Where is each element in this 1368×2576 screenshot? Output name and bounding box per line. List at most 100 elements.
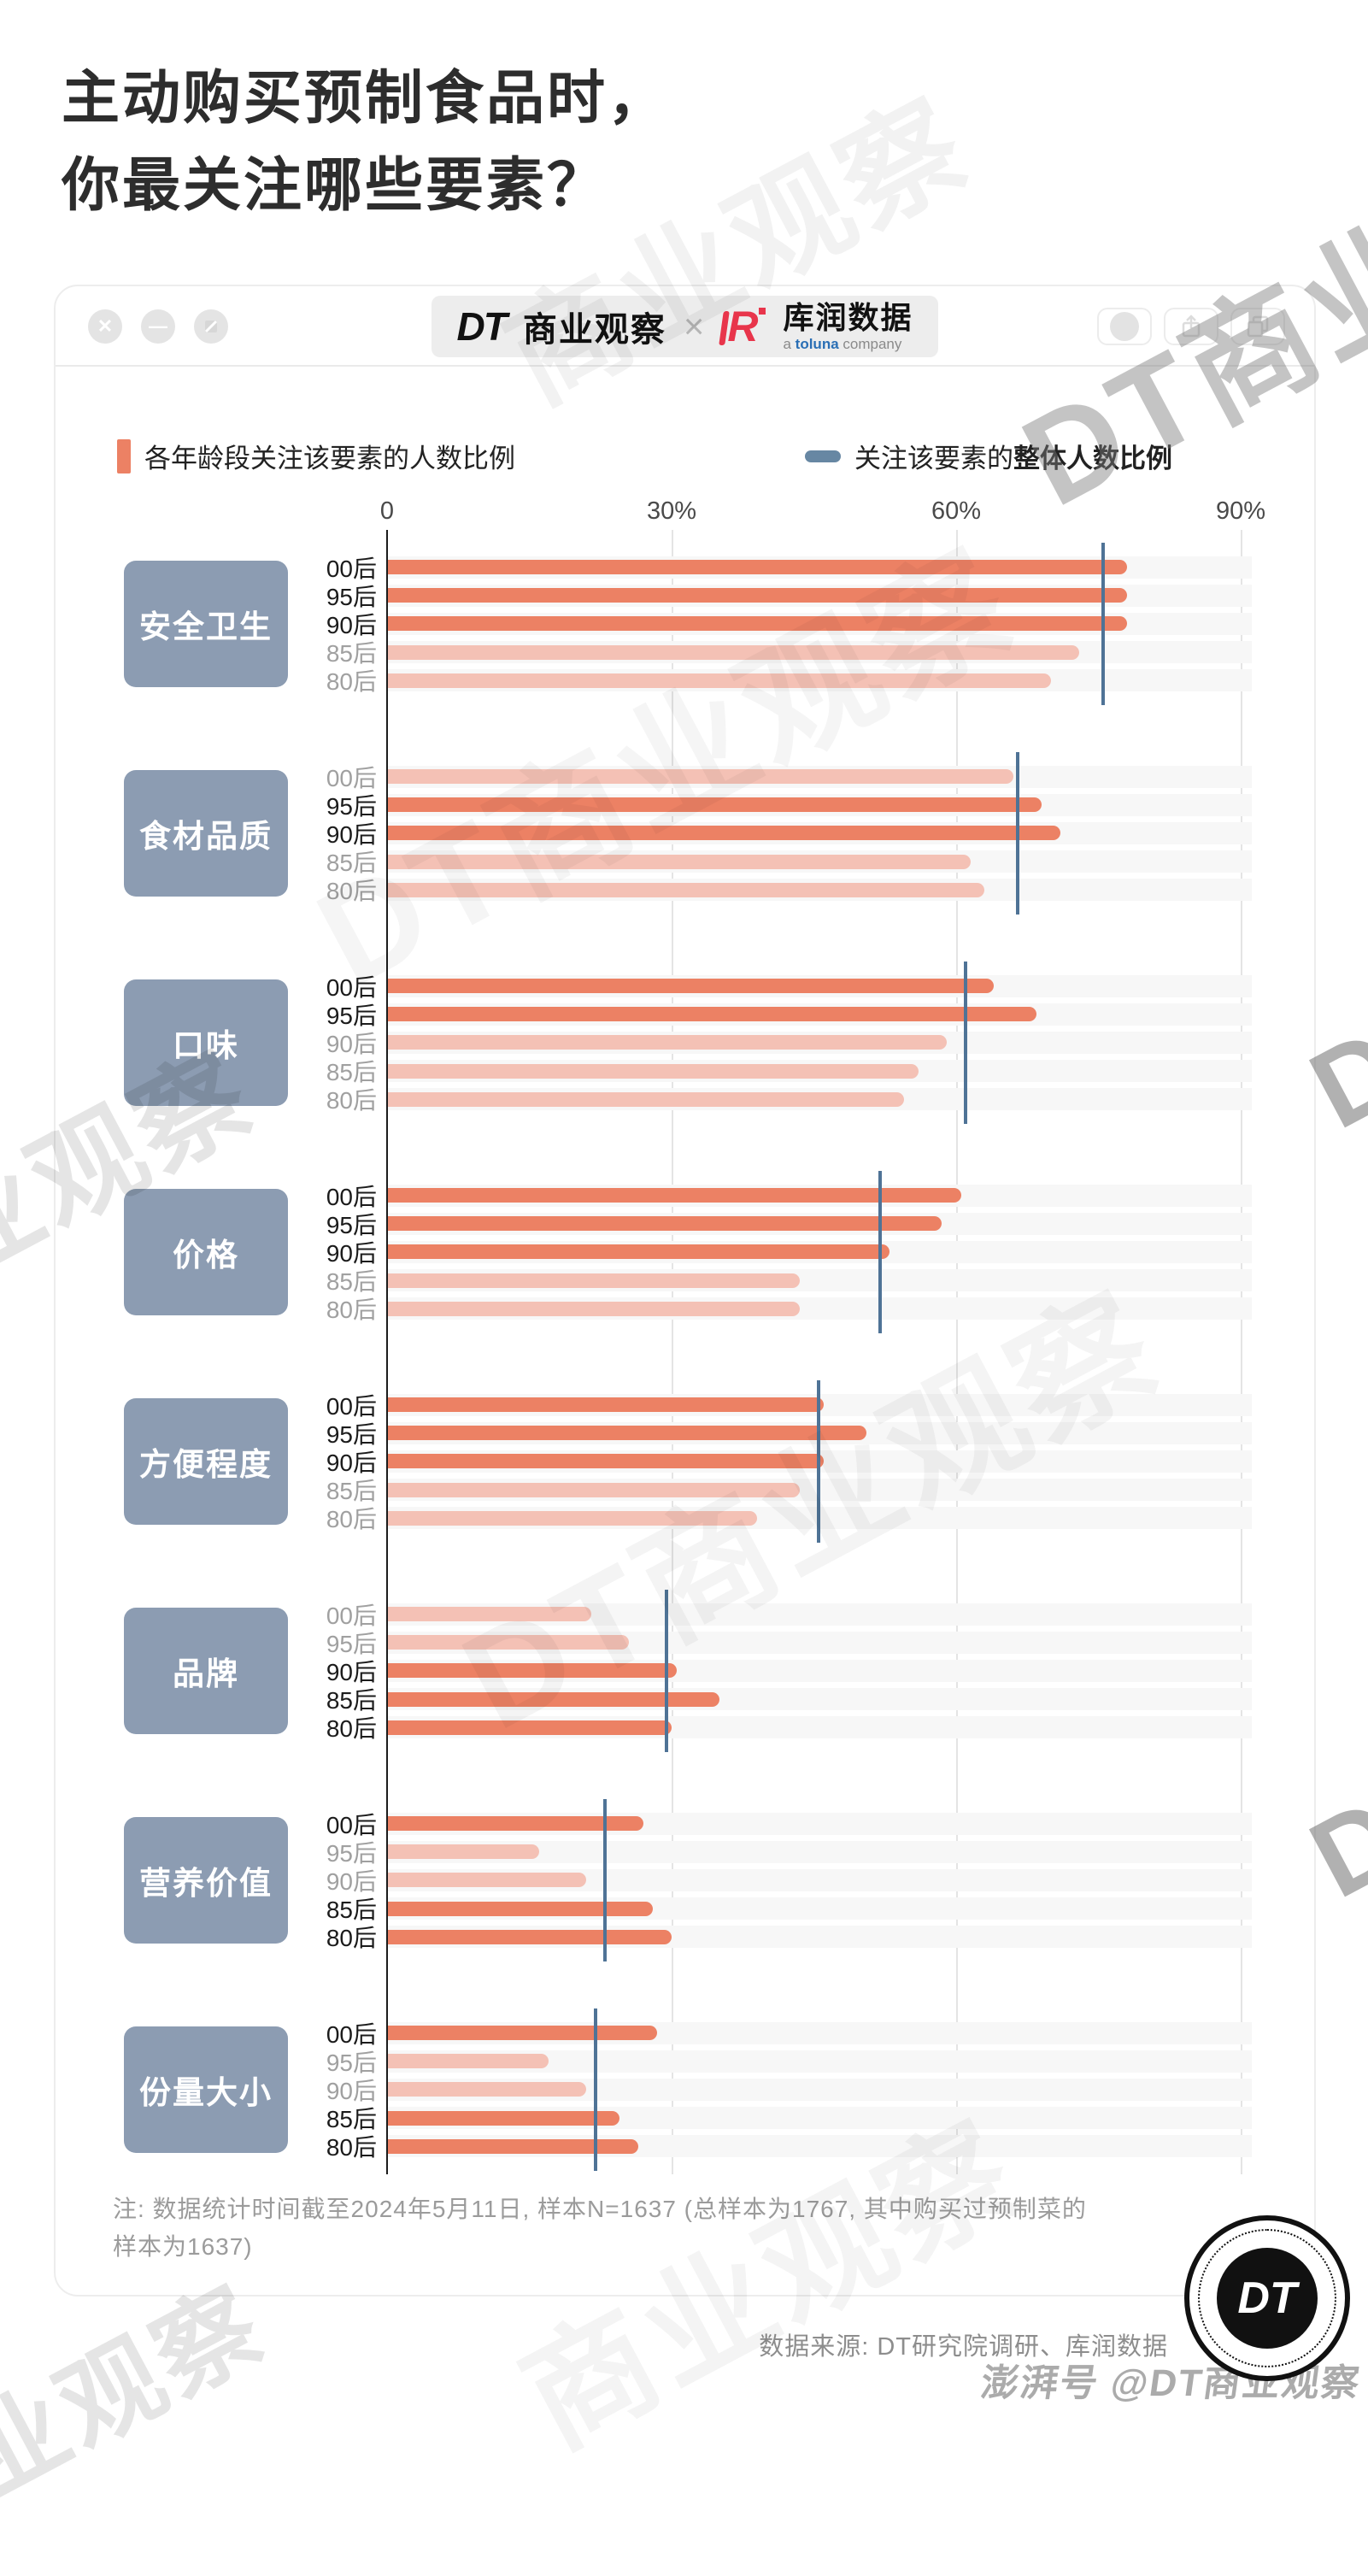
- bar-row: 80后: [326, 1085, 1252, 1114]
- value-bar: [387, 1482, 800, 1497]
- value-bar: [387, 854, 971, 869]
- bar-track: [387, 669, 1252, 692]
- age-label: 85后: [326, 640, 377, 668]
- chart-groups: 安全卫生 00后 95后 90后 85后 80后 食材品质 00后 95后 90后 85后 80后 口味…: [124, 530, 1252, 2228]
- age-label: 90后: [326, 820, 377, 848]
- category-group: 价格 00后 95后 90后 85后 80后: [124, 1171, 1252, 1333]
- record-button[interactable]: [1097, 308, 1152, 345]
- legend-line-label-bold: 整体人数比例: [1013, 444, 1172, 473]
- age-label: 80后: [326, 1297, 377, 1324]
- brand-badge: DT 商业观察 × R 库润数据 a toluna company: [431, 296, 939, 357]
- age-label: 90后: [326, 1449, 377, 1476]
- gridline-90: [1241, 530, 1242, 2174]
- legend-overall-line: 关注该要素的整体人数比例: [805, 437, 1172, 475]
- minimize-button[interactable]: —: [141, 309, 175, 344]
- category-label-box: 品牌: [124, 1608, 288, 1734]
- value-bar: [387, 560, 1127, 575]
- page-title: 主动购买预制食品时， 你最关注哪些要素？: [62, 55, 668, 229]
- value-bar: [387, 1844, 539, 1860]
- bar-row: 95后: [326, 1838, 1252, 1867]
- bar-track: [387, 850, 1252, 873]
- legend-line-swatch: [805, 450, 841, 462]
- kurun-sub-b: company: [838, 335, 902, 352]
- bar-track: [387, 1031, 1252, 1054]
- copy-button[interactable]: [1230, 308, 1285, 345]
- age-label: 85后: [326, 1059, 377, 1086]
- bar-track: [387, 1603, 1252, 1626]
- bar-row: 95后: [326, 1209, 1252, 1238]
- age-label: 80后: [326, 1925, 377, 1952]
- value-bar: [387, 2026, 658, 2041]
- age-label: 00后: [326, 1811, 377, 1838]
- bar-row: 80后: [326, 2132, 1252, 2161]
- bar-track: [387, 821, 1252, 844]
- bar-track: [387, 1212, 1252, 1235]
- gridline-60: [956, 530, 958, 2174]
- value-bar: [387, 1063, 919, 1079]
- category-group: 品牌 00后 95后 90后 85后 80后: [124, 1590, 1252, 1752]
- bar-row: 90后: [326, 1238, 1252, 1267]
- category-label-box: 方便程度: [124, 1398, 288, 1525]
- age-label: 95后: [326, 583, 377, 610]
- legend-line-label: 关注该要素的整体人数比例: [854, 437, 1172, 475]
- chart-card: ✕ — DT 商业观察 × R 库润数据 a toluna company: [54, 285, 1316, 2297]
- page-title-line1: 主动购买预制食品时，: [62, 66, 669, 131]
- age-label: 95后: [326, 1002, 377, 1029]
- block-button[interactable]: [194, 309, 228, 344]
- kurun-logo-dot: [759, 308, 766, 315]
- value-bar: [387, 1873, 587, 1888]
- age-label: 95后: [326, 1211, 377, 1238]
- age-label: 90后: [326, 611, 377, 638]
- category-label-box: 份量大小: [124, 2026, 288, 2153]
- value-bar: [387, 1901, 653, 1916]
- x-tick-60: 60%: [931, 497, 982, 525]
- overall-average-line: [878, 1171, 883, 1333]
- block-icon: [204, 320, 218, 333]
- bar-row: 00后: [326, 2019, 1252, 2048]
- share-button[interactable]: [1164, 308, 1218, 345]
- age-label: 95后: [326, 1420, 377, 1448]
- category-group: 方便程度 00后 95后 90后 85后 80后: [124, 1380, 1252, 1543]
- x-tick-90: 90%: [1215, 497, 1266, 525]
- bar-track: [387, 2050, 1252, 2073]
- copy-icon: [1247, 315, 1269, 338]
- age-label: 85后: [326, 1687, 377, 1714]
- bar-track: [387, 765, 1252, 788]
- bar-row: 95后: [326, 791, 1252, 820]
- category-rows: 00后 95后 90后 85后 80后: [326, 1799, 1252, 1961]
- bar-row: 90后: [326, 2075, 1252, 2104]
- overall-average-line: [817, 1380, 821, 1543]
- bar-chart: 安全卫生 00后 95后 90后 85后 80后 食材品质 00后 95后 90后 85后 80后 口味…: [124, 530, 1252, 2174]
- bar-row: 95后: [326, 1000, 1252, 1029]
- close-button[interactable]: ✕: [88, 309, 122, 344]
- age-label: 85后: [326, 1268, 377, 1296]
- age-label: 80后: [326, 1506, 377, 1533]
- category-label-box: 安全卫生: [124, 561, 288, 687]
- value-bar: [387, 1007, 1037, 1022]
- value-bar: [387, 2138, 639, 2154]
- dt-brand-name: 商业观察: [522, 311, 666, 349]
- category-label-box: 食材品质: [124, 770, 288, 897]
- bar-track: [387, 1868, 1252, 1891]
- bar-row: 90后: [326, 819, 1252, 848]
- legend-bar-label: 各年龄段关注该要素的人数比例: [144, 444, 515, 473]
- bar-row: 80后: [326, 1923, 1252, 1951]
- bar-track: [387, 1812, 1252, 1835]
- age-label: 85后: [326, 1897, 377, 1924]
- dt-circle-logo-ring: [1198, 2229, 1336, 2367]
- bar-row: 85后: [326, 2104, 1252, 2132]
- value-bar: [387, 1454, 824, 1469]
- value-bar: [387, 644, 1080, 660]
- bar-row: 00后: [326, 762, 1252, 791]
- age-label: 80后: [326, 668, 377, 696]
- value-bar: [387, 1397, 824, 1413]
- bar-row: 85后: [326, 1895, 1252, 1923]
- bar-track: [387, 2107, 1252, 2130]
- age-label: 00后: [326, 555, 377, 582]
- overall-average-line: [603, 1799, 608, 1961]
- bar-row: 95后: [326, 2047, 1252, 2076]
- bar-row: 90后: [326, 1656, 1252, 1685]
- age-label: 80后: [326, 1087, 377, 1115]
- bar-track: [387, 2078, 1252, 2101]
- age-label: 90后: [326, 1867, 377, 1895]
